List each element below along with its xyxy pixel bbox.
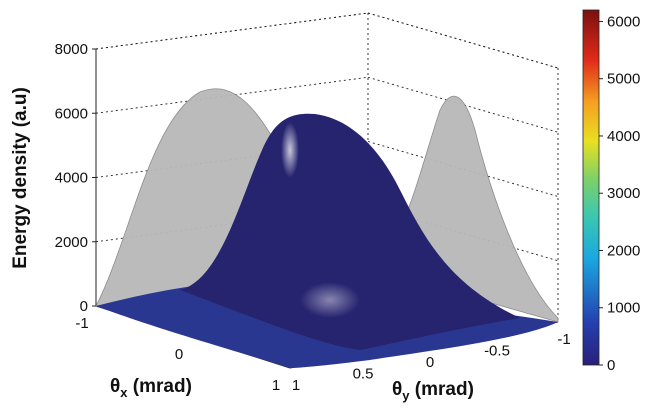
colorbar-tick-label: 6000 [607, 13, 640, 30]
colorbar-gradient [582, 9, 600, 366]
z-tick-label: 0 [80, 298, 88, 315]
y-tick-label: 0.5 [353, 366, 374, 383]
y-tick-label: 0 [426, 354, 434, 371]
x-axis-label: θx (mrad) [110, 376, 192, 400]
z-gridline [367, 12, 559, 69]
z-axis-label: Energy density (a.u) [10, 87, 31, 269]
colorbar: 0 1000 2000 3000 4000 5000 6000 [582, 9, 640, 374]
back-top-edge-right [367, 12, 559, 69]
x-tick-label: 0 [175, 346, 183, 363]
colorbar-tick-label: 1000 [607, 300, 640, 317]
y-axis-label: θy (mrad) [392, 379, 474, 403]
y-tick-labels: 1 0.5 0 -0.5 -1 [292, 331, 571, 394]
y-tick-label: -0.5 [484, 343, 510, 360]
z-tick-label: 6000 [55, 105, 88, 122]
z-tick-label: 4000 [55, 170, 88, 187]
x-tick-label: -1 [75, 315, 88, 332]
surface-body [180, 113, 520, 350]
surface-highlight [281, 122, 299, 178]
colorbar-tick-label: 2000 [607, 242, 640, 259]
z-tick-label: 8000 [55, 41, 88, 58]
colorbar-tick-label: 0 [607, 357, 615, 374]
z-gridline [95, 141, 369, 178]
y-tick-label: -1 [557, 331, 570, 348]
z-tick-labels: 0 2000 4000 6000 8000 [55, 41, 96, 315]
x-tick-labels: -1 0 1 [75, 315, 280, 394]
x-tick-label: 1 [272, 377, 280, 394]
z-tick-label: 2000 [55, 234, 88, 251]
colorbar-ticks: 0 1000 2000 3000 4000 5000 6000 [599, 13, 640, 374]
z-gridline [95, 12, 369, 50]
colorbar-tick-label: 5000 [607, 71, 640, 88]
surface-highlight-low [300, 282, 360, 318]
surface [96, 113, 558, 368]
z-gridline [95, 76, 369, 114]
colorbar-tick-label: 3000 [607, 185, 640, 202]
y-tick-label: 1 [292, 377, 300, 394]
colorbar-tick-label: 4000 [607, 128, 640, 145]
